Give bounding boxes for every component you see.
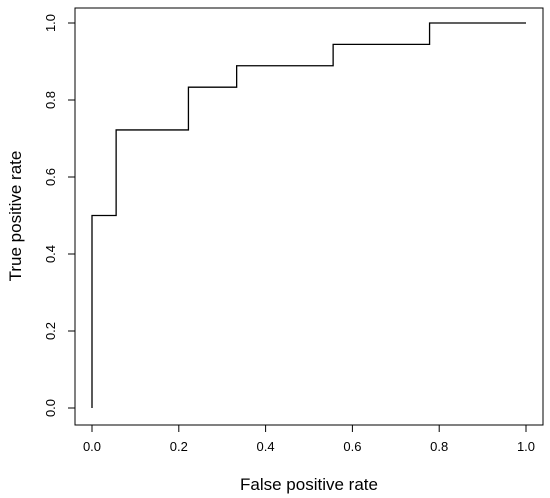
- x-axis-title: False positive rate: [240, 475, 378, 494]
- x-tick-label: 0.6: [343, 439, 361, 454]
- roc-curve: [91, 22, 526, 408]
- plot-frame: [74, 7, 544, 426]
- y-tick-label: 0.2: [43, 322, 58, 340]
- series-layer: [91, 22, 526, 408]
- y-tick-label: 0.0: [43, 399, 58, 417]
- x-tick-label: 0.2: [170, 439, 188, 454]
- x-tick-label: 0.0: [83, 439, 101, 454]
- x-tick-label: 0.8: [430, 439, 448, 454]
- y-axis: 0.0 0.2 0.4 0.6 0.8 1.0: [43, 14, 76, 417]
- y-tick-label: 0.4: [43, 245, 58, 263]
- x-axis: 0.0 0.2 0.4 0.6 0.8 1.0: [83, 424, 535, 454]
- y-tick-label: 0.8: [43, 91, 58, 109]
- y-axis-title: True positive rate: [6, 151, 25, 282]
- x-tick-label: 0.4: [257, 439, 275, 454]
- y-tick-label: 1.0: [43, 14, 58, 32]
- y-tick-label: 0.6: [43, 168, 58, 186]
- x-tick-label: 1.0: [517, 439, 535, 454]
